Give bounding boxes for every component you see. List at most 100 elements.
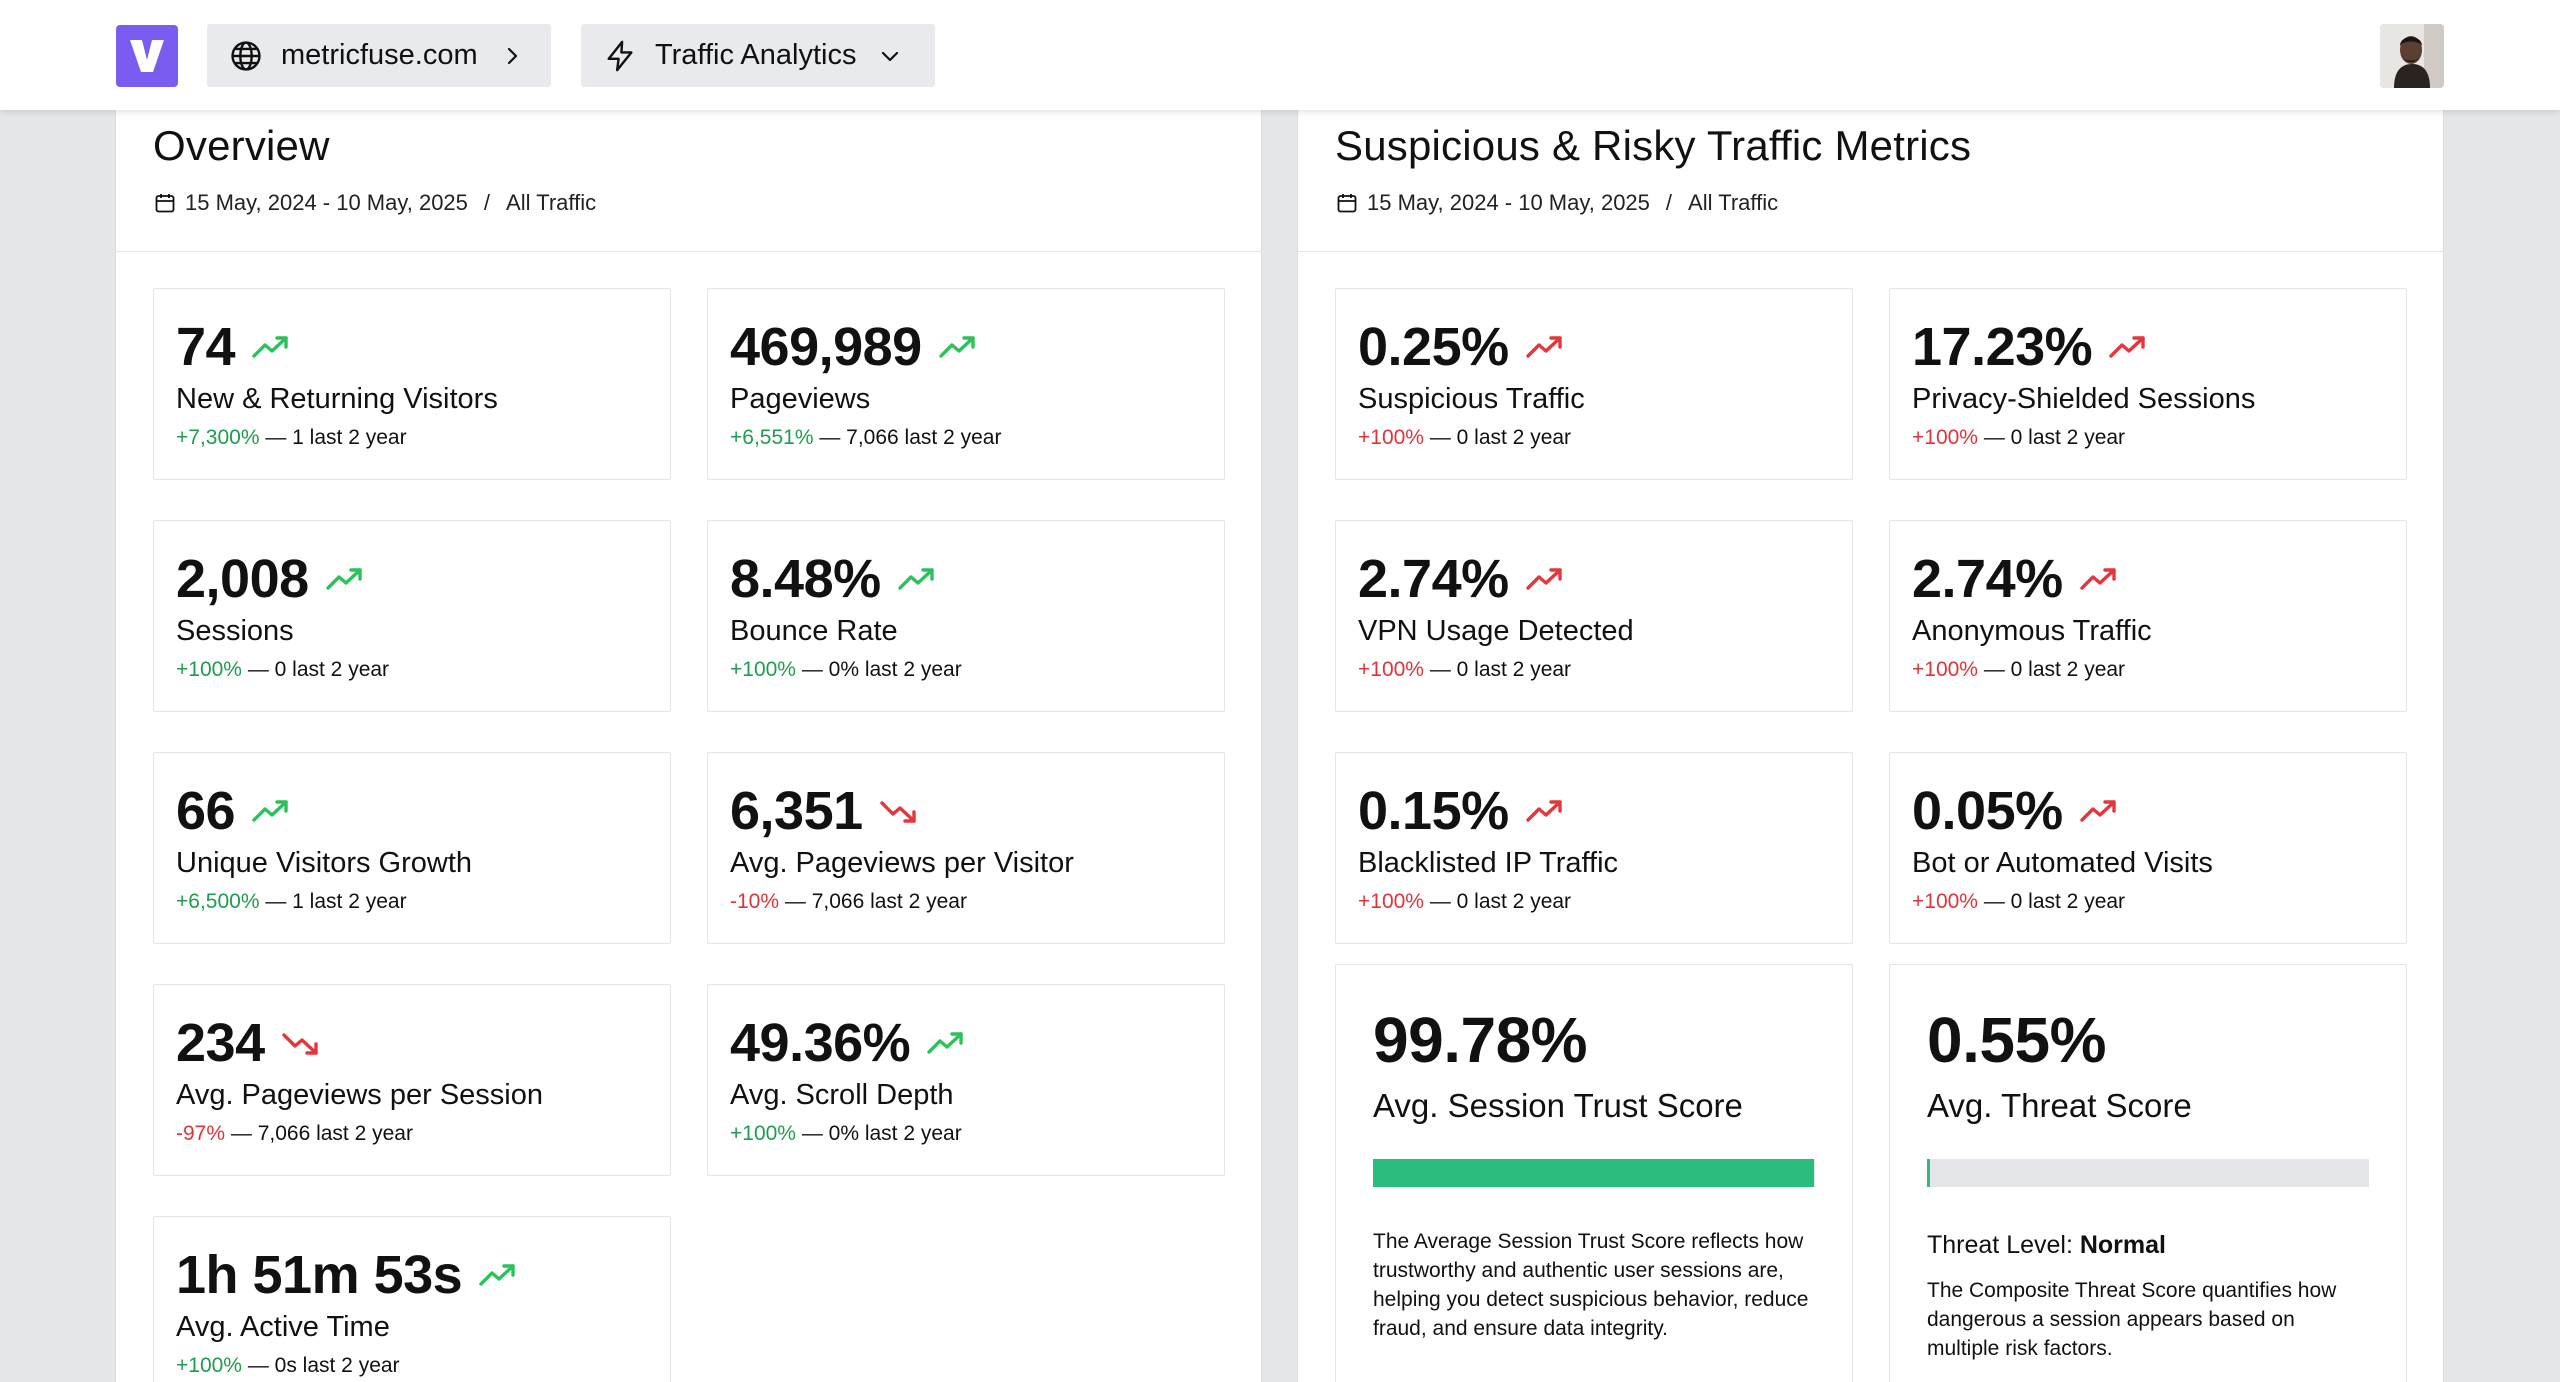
trend-up-icon	[251, 331, 291, 363]
overview-metric-card[interactable]: 49.36% Avg. Scroll Depth +100% — 0% last 2…	[707, 984, 1225, 1176]
metric-label: Anonymous Traffic	[1912, 615, 2152, 647]
metric-label: Pageviews	[730, 383, 871, 415]
risky-metric-card[interactable]: 0.05% Bot or Automated Visits +100% — 0 la…	[1889, 752, 2407, 944]
threat-score-bar	[1927, 1159, 2369, 1187]
metric-value-row: 2.74%	[1912, 547, 2384, 611]
metric-label: Avg. Pageviews per Visitor	[730, 847, 1074, 879]
threat-score-description: The Composite Threat Score quantifies ho…	[1927, 1279, 2337, 1360]
metric-previous: — 7,066 last 2 year	[813, 426, 1002, 449]
metric-label: Sessions	[176, 615, 294, 647]
trend-up-icon	[1525, 563, 1565, 595]
metric-previous: — 1 last 2 year	[259, 426, 407, 449]
metric-previous: — 0s last 2 year	[241, 1354, 400, 1377]
overview-metric-card[interactable]: 469,989 Pageviews +6,551% — 7,066 last 2 y…	[707, 288, 1225, 480]
metric-label: VPN Usage Detected	[1358, 615, 1634, 647]
metric-value: 6,351	[730, 781, 863, 841]
overview-metric-card[interactable]: 234 Avg. Pageviews per Session -97% — 7,06…	[153, 984, 671, 1176]
metric-value-row: 1h 51m 53s	[176, 1243, 648, 1307]
risky-date-range[interactable]: 15 May, 2024 - 10 May, 2025	[1367, 190, 1650, 215]
trust-score-bar-fill	[1373, 1159, 1814, 1187]
metric-value: 1h 51m 53s	[176, 1245, 463, 1305]
trust-score-bar	[1373, 1159, 1815, 1187]
metric-label: Suspicious Traffic	[1358, 383, 1585, 415]
metric-comparison: +100% — 0 last 2 year	[1912, 426, 2384, 450]
threat-level-value: Normal	[2079, 1231, 2166, 1259]
metric-comparison: +6,551% — 7,066 last 2 year	[730, 426, 1202, 450]
app-logo[interactable]	[116, 25, 178, 87]
metric-comparison: -10% — 7,066 last 2 year	[730, 890, 1202, 914]
metric-value: 0.05%	[1912, 781, 2063, 841]
overview-metric-card[interactable]: 1h 51m 53s Avg. Active Time +100% — 0s las…	[153, 1216, 671, 1382]
metric-value: 2,008	[176, 549, 309, 609]
globe-icon	[229, 39, 263, 73]
section-name: Traffic Analytics	[655, 39, 857, 71]
chevron-down-icon	[878, 44, 902, 68]
metric-change: +100%	[1912, 890, 1978, 913]
metric-value: 8.48%	[730, 549, 881, 609]
metric-comparison: +100% — 0 last 2 year	[1912, 658, 2384, 682]
threat-score-bar-fill	[1927, 1159, 1930, 1187]
trend-up-icon	[938, 331, 978, 363]
threat-score-card: 0.55% Avg. Threat Score Threat Level: No…	[1889, 964, 2407, 1382]
metric-value-row: 66	[176, 779, 648, 843]
metric-change: +6,551%	[730, 426, 814, 449]
chevron-right-icon	[500, 44, 524, 68]
metric-value: 2.74%	[1358, 549, 1509, 609]
risky-metric-card[interactable]: 0.25% Suspicious Traffic +100% — 0 last 2 …	[1335, 288, 1853, 480]
section-dropdown[interactable]: Traffic Analytics	[581, 24, 935, 87]
metric-value-row: 8.48%	[730, 547, 1202, 611]
overview-date-range[interactable]: 15 May, 2024 - 10 May, 2025	[185, 190, 468, 215]
risky-header: Suspicious & Risky Traffic Metrics 15 Ma…	[1298, 110, 2443, 252]
overview-metric-card[interactable]: 2,008 Sessions +100% — 0 last 2 year	[153, 520, 671, 712]
threat-score-value: 0.55%	[1927, 1004, 2106, 1076]
metric-change: +100%	[1358, 890, 1424, 913]
metric-comparison: +100% — 0 last 2 year	[1912, 890, 2384, 914]
top-bar: metricfuse.com Traffic Analytics	[0, 0, 2560, 110]
risky-metric-card[interactable]: 17.23% Privacy-Shielded Sessions +100% — 0…	[1889, 288, 2407, 480]
trend-up-icon	[2079, 795, 2119, 827]
metric-previous: — 0 last 2 year	[241, 658, 390, 681]
metric-value-row: 0.05%	[1912, 779, 2384, 843]
metric-value-row: 234	[176, 1011, 648, 1075]
overview-metric-card[interactable]: 6,351 Avg. Pageviews per Visitor -10% — 7,…	[707, 752, 1225, 944]
metric-previous: — 7,066 last 2 year	[225, 1122, 413, 1145]
metric-label: New & Returning Visitors	[176, 383, 498, 415]
metric-change: +100%	[176, 1354, 242, 1377]
metric-value: 49.36%	[730, 1013, 911, 1073]
metric-previous: — 1 last 2 year	[259, 890, 407, 913]
risky-segment[interactable]: All Traffic	[1688, 190, 1779, 215]
site-name: metricfuse.com	[281, 39, 478, 71]
metric-change: +100%	[1912, 426, 1978, 449]
trend-up-icon	[251, 795, 291, 827]
metric-previous: — 0 last 2 year	[1977, 426, 2126, 449]
user-avatar[interactable]	[2380, 24, 2444, 88]
metric-value: 234	[176, 1013, 265, 1073]
bolt-icon	[603, 39, 637, 73]
metric-value: 17.23%	[1912, 317, 2093, 377]
metric-previous: — 0% last 2 year	[795, 1122, 962, 1145]
trend-up-icon	[478, 1259, 518, 1291]
risky-metric-card[interactable]: 0.15% Blacklisted IP Traffic +100% — 0 las…	[1335, 752, 1853, 944]
risky-metric-card[interactable]: 2.74% VPN Usage Detected +100% — 0 last 2 …	[1335, 520, 1853, 712]
overview-metric-card[interactable]: 66 Unique Visitors Growth +6,500% — 1 last…	[153, 752, 671, 944]
overview-segment[interactable]: All Traffic	[506, 190, 597, 215]
trend-down-icon	[879, 795, 919, 827]
overview-filter-line: 15 May, 2024 - 10 May, 2025 / All Traffi…	[153, 190, 1224, 216]
overview-panel: Overview 15 May, 2024 - 10 May, 2025 / A…	[115, 110, 1262, 1382]
trend-up-icon	[1525, 795, 1565, 827]
metric-label: Blacklisted IP Traffic	[1358, 847, 1619, 879]
metric-value: 0.15%	[1358, 781, 1509, 841]
metric-previous: — 0% last 2 year	[795, 658, 962, 681]
overview-metric-card[interactable]: 8.48% Bounce Rate +100% — 0% last 2 year	[707, 520, 1225, 712]
metric-change: +100%	[1358, 426, 1424, 449]
overview-metric-card[interactable]: 74 New & Returning Visitors +7,300% — 1 la…	[153, 288, 671, 480]
risky-filter-line: 15 May, 2024 - 10 May, 2025 / All Traffi…	[1335, 190, 2406, 216]
metric-comparison: +100% — 0 last 2 year	[1358, 426, 1830, 450]
metric-previous: — 0 last 2 year	[1423, 426, 1572, 449]
risky-metric-card[interactable]: 2.74% Anonymous Traffic +100% — 0 last 2 y…	[1889, 520, 2407, 712]
metric-value-row: 2,008	[176, 547, 648, 611]
metric-value-row: 2.74%	[1358, 547, 1830, 611]
metric-label: Bot or Automated Visits	[1912, 847, 2213, 879]
site-selector-button[interactable]: metricfuse.com	[207, 24, 551, 87]
metric-comparison: +100% — 0% last 2 year	[730, 658, 1202, 682]
